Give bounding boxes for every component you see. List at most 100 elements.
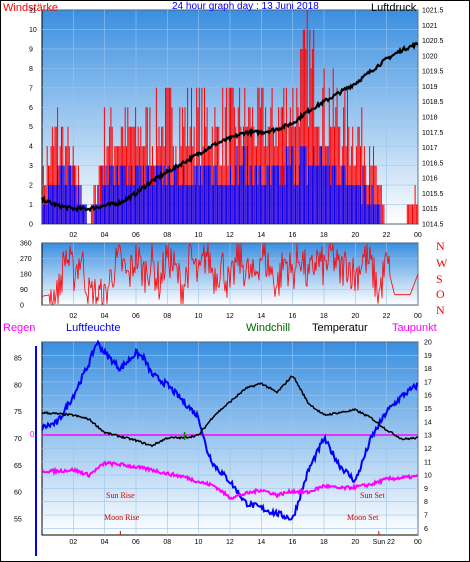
moon-rise-label: Moon Rise [104,513,140,522]
zero-label: 0 [30,430,35,439]
x-tick-label: 16 [289,232,297,239]
sun-rise-label: Sun Rise [106,491,135,500]
right-tick-label: 1021.5 [422,8,444,15]
x-tick-label: 16 [289,313,297,320]
left-tick-label: 11 [29,8,36,15]
x-tick-label: 12 [226,539,234,546]
x-tick-label: 18 [320,539,328,546]
rain-label: Regen [3,322,35,334]
humidity-tick-label: 60 [14,490,22,497]
left-tick-label: 1 [29,202,33,209]
humidity-tick-label: 70 [14,436,22,443]
left-tick-label: 2 [29,183,33,190]
right-tick-label: 1020 [422,53,438,60]
temperature-tick-label: 18 [424,366,432,373]
left-tick-label: 10 [29,27,37,34]
temperature-tick-label: 14 [424,419,432,426]
temperature-label: Temperatur [312,322,368,334]
left-tick-label: 7 [29,85,33,92]
temperature-tick-label: 17 [424,379,432,386]
x-tick-label: 16 [289,539,297,546]
right-tick-label: 1019 [422,84,438,91]
x-tick-label: 14 [257,313,265,320]
x-tick-label: 12 [226,232,234,239]
dewpoint-series [41,460,419,500]
direction-tick-label: 270 [20,256,32,263]
left-tick-label: 8 [29,66,33,73]
humidity-series [41,339,419,521]
temperature-tick-label: 20 [424,340,432,347]
x-tick-label: 02 [69,313,77,320]
x-tick-label: 06 [132,539,140,546]
x-tick-label: 14 [257,232,265,239]
x-tick-label: 10 [195,232,203,239]
direction-letter: N [436,239,445,253]
x-tick-label: 10 [195,313,203,320]
x-tick-label: 00 [414,313,422,320]
x-tick-label: 00 [414,232,422,239]
x-tick-label: 08 [163,313,171,320]
chart-title: 24 hour graph day : 13 Juni 2018 [172,1,319,12]
right-tick-label: 1021 [422,23,438,30]
left-tick-label: 3 [29,163,33,170]
direction-tick-label: 180 [20,272,32,279]
right-tick-label: 1017 [422,145,438,152]
humidity-tick-label: 75 [14,409,22,416]
right-tick-label: 1015 [422,206,438,213]
temperature-tick-label: 15 [424,406,432,413]
x-tick-label: 20 [351,313,359,320]
x-tick-label: 20 [351,539,359,546]
temperature-series [41,375,419,448]
temperature-tick-label: 8 [424,499,428,506]
temperature-tick-label: 6 [424,526,428,533]
temperature-tick-label: 9 [424,486,428,493]
humidity-label: Luftfeuchte [66,322,120,334]
x-tick-label: 06 [132,313,140,320]
x-tick-label: 18 [320,313,328,320]
humidity-tick-label: 80 [14,382,22,389]
wind-direction-series [41,242,419,305]
sun-set-label: Sun Set [360,491,385,500]
left-tick-label: 5 [29,124,33,131]
x-tick-label: 22 [383,232,391,239]
left-tick-label: 0 [29,222,33,229]
right-tick-label: 1018 [422,115,438,122]
temperature-tick-label: 19 [424,353,432,360]
right-tick-label: 1017.5 [422,130,444,137]
x-tick-label: 04 [101,539,109,546]
direction-tick-label: 90 [20,287,28,294]
wind-strength-label: Windstärke [3,2,58,14]
x-tick-label: Sun 22 [373,539,395,546]
pressure-series [40,41,418,214]
right-tick-label: 1016 [422,176,438,183]
x-tick-label: 02 [69,539,77,546]
temperature-tick-label: 11 [424,459,431,466]
temperature-tick-label: 12 [424,446,432,453]
x-tick-label: 08 [163,232,171,239]
moon-set-label: Moon Set [347,513,379,522]
left-tick-label: 4 [29,144,33,151]
x-tick-label: 22 [383,313,391,320]
wind-average-series [41,146,381,224]
x-tick-label: 06 [132,232,140,239]
direction-tick-label: 360 [20,241,32,248]
x-tick-label: 12 [226,313,234,320]
direction-letter: N [436,303,445,317]
temperature-tick-label: 7 [424,513,428,520]
windchill-label: Windchill [246,322,290,334]
temperature-tick-label: 16 [424,393,432,400]
right-tick-label: 1015.5 [422,191,444,198]
dewpoint-label: Taupunkt [392,322,437,334]
direction-letter: S [436,272,443,286]
humidity-tick-label: 55 [14,516,22,523]
direction-letter: O [436,287,445,301]
humidity-tick-label: 65 [14,463,22,470]
pressure-label: Luftdruck [371,2,417,14]
x-tick-label: 04 [101,313,109,320]
temperature-tick-label: 13 [424,433,432,440]
left-tick-label: 9 [29,46,33,53]
x-tick-label: 02 [69,232,77,239]
right-tick-label: 1020.5 [422,38,444,45]
x-tick-label: 04 [101,232,109,239]
